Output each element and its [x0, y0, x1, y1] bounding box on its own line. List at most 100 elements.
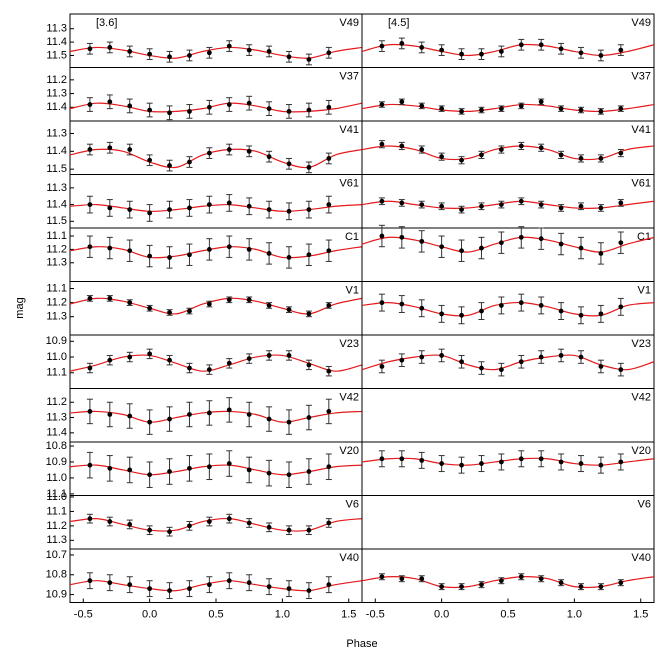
data-point [479, 152, 484, 158]
data-point [87, 46, 93, 52]
data-point [419, 45, 425, 50]
star-name: V40 [631, 552, 651, 564]
x-tick-label: 0.0 [434, 608, 449, 620]
data-point [206, 50, 212, 56]
data-point [439, 584, 445, 590]
x-tick-label: 1.0 [567, 608, 582, 620]
data-point [167, 110, 172, 116]
data-point [306, 415, 312, 420]
panel-frame [361, 227, 655, 282]
star-name: V49 [631, 17, 651, 29]
data-point [326, 520, 332, 526]
star-name: C1 [345, 231, 359, 243]
data-point [578, 584, 584, 590]
panel-frame [361, 67, 655, 122]
data-point [147, 472, 153, 478]
data-point [379, 198, 385, 204]
data-point [326, 248, 332, 254]
data-point [578, 245, 584, 251]
data-point [286, 54, 292, 60]
data-point [618, 367, 624, 373]
panel-frame [69, 120, 363, 175]
data-point [246, 100, 252, 106]
data-point [87, 409, 93, 414]
model-curve [361, 576, 655, 589]
data-point [167, 54, 172, 60]
data-point [379, 300, 385, 306]
data-point [439, 353, 445, 358]
data-point [439, 106, 445, 112]
data-point [87, 244, 93, 250]
data-point [558, 353, 564, 358]
x-tick-label: 1.5 [341, 608, 356, 620]
star-name: V42 [339, 391, 359, 403]
data-point [206, 104, 212, 110]
data-point [598, 156, 604, 161]
y-tick-label: 11.0 [46, 491, 67, 503]
data-point [107, 465, 113, 471]
data-point [147, 210, 153, 216]
band-label: [4.5] [388, 17, 409, 29]
data-point [326, 464, 332, 470]
data-point [419, 305, 425, 311]
data-point [326, 50, 332, 56]
data-point [399, 99, 405, 105]
data-point [419, 238, 425, 244]
data-point [618, 580, 624, 586]
data-point [187, 365, 192, 371]
data-point [479, 365, 484, 371]
data-point [439, 311, 445, 317]
model-curve [69, 246, 363, 259]
data-point [266, 470, 272, 476]
data-point [498, 303, 504, 308]
data-point [226, 297, 232, 303]
data-point [598, 364, 604, 369]
data-point [167, 255, 172, 260]
data-point [618, 47, 624, 53]
data-point [306, 207, 312, 213]
data-point [399, 143, 405, 149]
data-point [147, 51, 153, 57]
data-point [558, 459, 564, 465]
data-point [326, 582, 332, 588]
y-axis-label: mag [14, 297, 26, 318]
x-tick-label: 1.5 [633, 608, 648, 620]
star-name: V6 [638, 498, 651, 510]
data-point [306, 362, 312, 368]
data-point [206, 150, 212, 156]
data-point [226, 407, 232, 413]
star-name: V42 [631, 391, 651, 403]
data-point [246, 297, 252, 303]
y-tick-label: 11.1 [46, 505, 67, 517]
y-tick-label: 11.1 [46, 282, 67, 294]
model-curve [361, 43, 655, 57]
model-curve [69, 148, 363, 169]
data-point [538, 145, 544, 151]
data-point [578, 312, 584, 318]
y-tick-label: 10.7 [46, 549, 67, 561]
panel-frame [361, 388, 655, 443]
data-point [306, 57, 312, 62]
panel-frame [361, 548, 655, 603]
star-name: V41 [339, 124, 359, 136]
star-name: V6 [346, 498, 359, 510]
data-point [558, 308, 564, 314]
data-point [286, 353, 292, 358]
data-point [578, 461, 584, 466]
data-point [306, 527, 312, 533]
data-point [518, 456, 524, 462]
data-point [479, 107, 484, 113]
data-point [127, 522, 133, 527]
data-point [618, 304, 624, 310]
data-point [618, 240, 624, 246]
data-point [399, 456, 405, 462]
data-point [558, 106, 564, 112]
data-point [167, 416, 172, 422]
data-point [399, 301, 405, 307]
model-curve [361, 236, 655, 253]
data-point [379, 456, 385, 462]
data-point [306, 107, 312, 113]
data-point [107, 580, 113, 586]
star-name: V1 [638, 284, 651, 296]
